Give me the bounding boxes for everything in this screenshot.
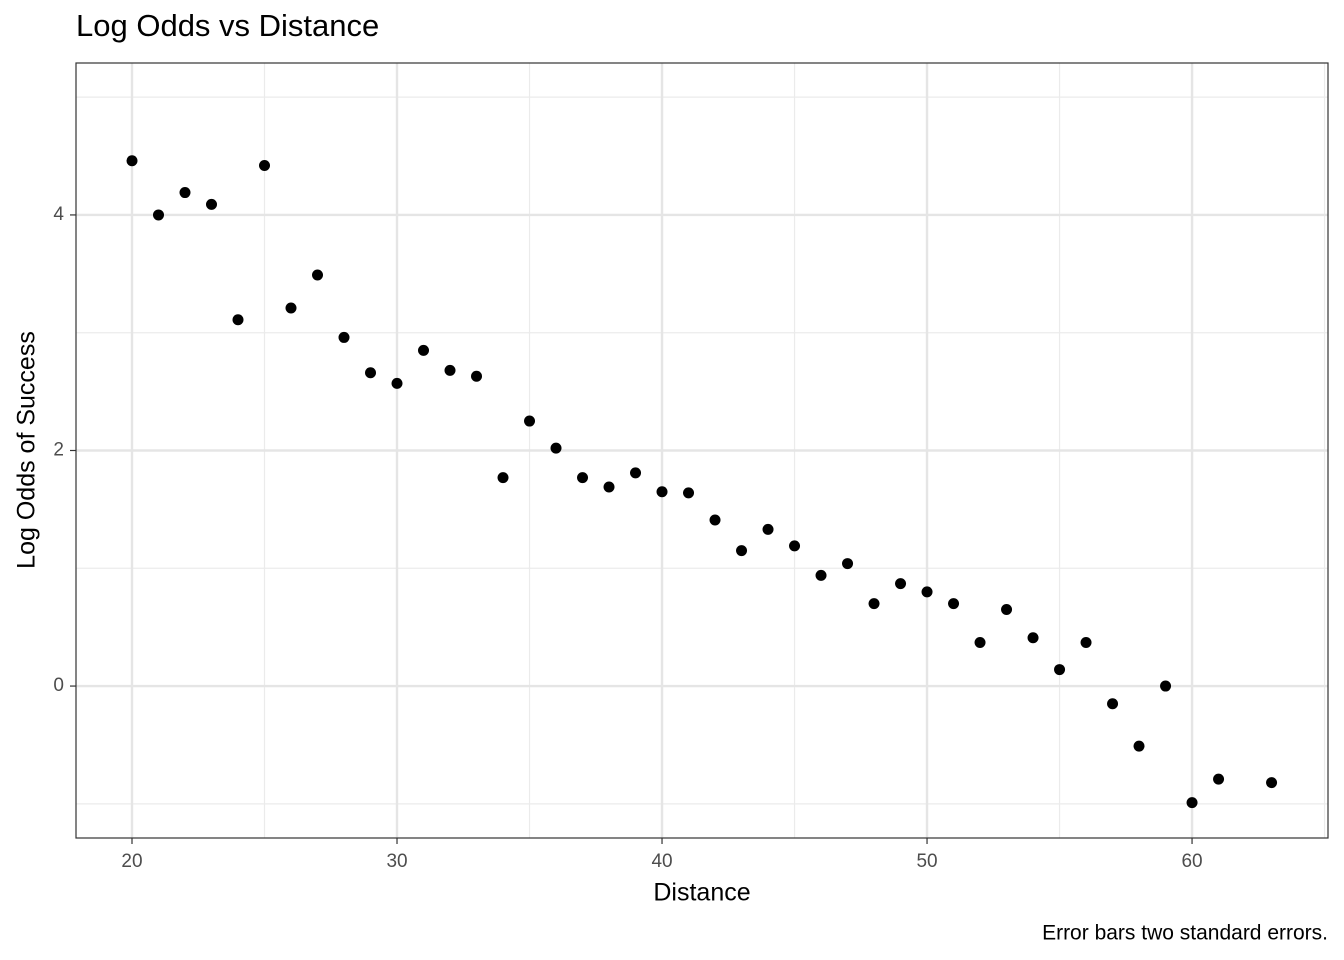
point (1160, 680, 1172, 692)
point (524, 415, 536, 427)
point (683, 487, 695, 499)
point (1027, 632, 1039, 644)
y-axis-label: Log Odds of Success (13, 331, 41, 569)
point (232, 314, 244, 326)
point (471, 370, 483, 382)
point (285, 302, 297, 314)
point (789, 540, 801, 552)
point (179, 187, 191, 199)
x-tick-label: 50 (916, 851, 937, 872)
point (736, 545, 748, 557)
point (895, 578, 907, 590)
point (921, 586, 933, 598)
point (842, 558, 854, 570)
point (630, 467, 642, 479)
point (868, 598, 880, 610)
y-tick-label: 4 (53, 204, 64, 225)
point (1213, 773, 1225, 785)
point (974, 636, 986, 648)
x-tick-label: 20 (121, 851, 142, 872)
point (206, 198, 218, 210)
point (312, 269, 324, 281)
point (497, 472, 509, 484)
point (1054, 664, 1066, 676)
plot-border (75, 62, 1329, 839)
point (126, 155, 138, 167)
point (656, 486, 668, 498)
point (948, 598, 960, 610)
point (603, 481, 615, 493)
point (1266, 777, 1278, 789)
point (709, 514, 721, 526)
point (762, 523, 774, 535)
y-tick-label: 0 (53, 675, 64, 696)
point (815, 569, 827, 581)
x-tick-label: 40 (651, 851, 672, 872)
x-tick-label: 30 (386, 851, 407, 872)
point (1080, 636, 1092, 648)
point (391, 377, 403, 389)
chart-title: Log Odds vs Distance (76, 8, 379, 43)
caption: Error bars two standard errors. (1042, 922, 1328, 945)
point (152, 209, 164, 221)
point (1186, 797, 1198, 809)
y-tick-label: 2 (53, 440, 64, 461)
point (365, 367, 377, 379)
point (577, 472, 589, 484)
point (338, 331, 350, 343)
point (418, 344, 430, 356)
point (550, 442, 562, 454)
point (259, 159, 271, 171)
point (1107, 698, 1119, 710)
point (1001, 604, 1013, 616)
x-tick-label: 60 (1181, 851, 1202, 872)
x-axis-label: Distance (653, 879, 750, 907)
point (1133, 740, 1145, 752)
point (444, 364, 456, 376)
